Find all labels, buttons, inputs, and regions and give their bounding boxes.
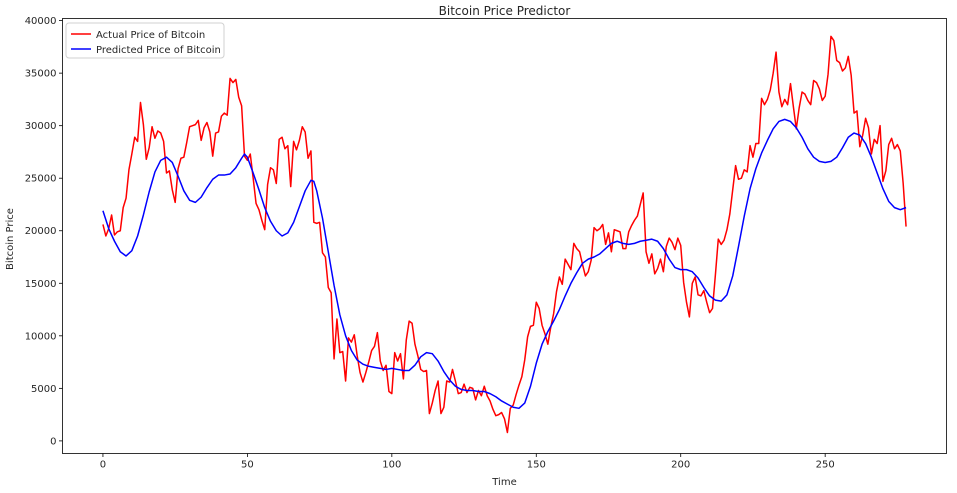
x-tick-label: 200 xyxy=(671,460,690,471)
legend-label-actual: Actual Price of Bitcoin xyxy=(96,30,205,41)
y-tick-label: 40000 xyxy=(25,16,57,27)
x-tick-label: 0 xyxy=(100,460,106,471)
x-axis-title: Time xyxy=(491,477,516,488)
x-tick-label: 100 xyxy=(382,460,401,471)
series-layer xyxy=(102,35,907,434)
x-tick-label: 250 xyxy=(816,460,835,471)
y-tick-label: 25000 xyxy=(25,174,57,185)
legend-box xyxy=(65,22,225,59)
y-tick-label: 0 xyxy=(50,436,56,447)
x-axis: 0 50 100 150 200 250 xyxy=(100,453,835,471)
y-axis: 0 5000 10000 15000 20000 25000 30000 35000 40000 xyxy=(25,16,63,447)
legend: Actual Price of Bitcoin Predicted Price … xyxy=(65,22,225,59)
y-tick-label: 10000 xyxy=(25,331,57,342)
plot-area xyxy=(62,18,947,454)
y-axis-title: Bitcoin Price xyxy=(5,208,16,270)
x-tick-label: 150 xyxy=(527,460,546,471)
x-tick-label: 50 xyxy=(241,460,254,471)
legend-label-predicted: Predicted Price of Bitcoin xyxy=(96,45,221,56)
y-tick-label: 15000 xyxy=(25,279,57,290)
series-line-actual xyxy=(102,35,907,434)
y-tick-label: 20000 xyxy=(25,226,57,237)
chart-title: Bitcoin Price Predictor xyxy=(439,4,571,18)
y-tick-label: 30000 xyxy=(25,121,57,132)
series-line-predicted xyxy=(102,118,907,410)
y-tick-label: 5000 xyxy=(31,384,56,395)
y-tick-label: 35000 xyxy=(25,69,57,80)
